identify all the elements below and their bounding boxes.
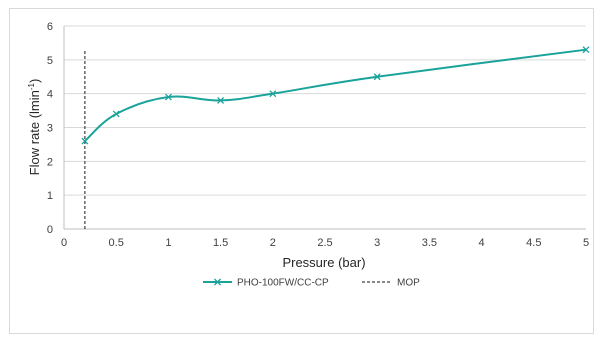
x-tick-label: 2 (270, 237, 276, 249)
x-tick-label: 1.5 (213, 237, 228, 249)
x-tick-label: 4 (479, 237, 485, 249)
data-point-marker (582, 46, 590, 54)
data-point-marker (81, 137, 89, 145)
x-tick-label: 0 (61, 237, 67, 249)
data-point-marker (373, 73, 381, 81)
data-point-marker (112, 110, 120, 118)
x-tick-label: 5 (583, 237, 589, 249)
series-lines (84, 48, 587, 142)
gridlines (64, 25, 586, 196)
series-markers (81, 46, 590, 145)
y-axis-title-end: ) (27, 79, 42, 83)
y-axis-title-main: Flow rate (lmin (27, 90, 42, 175)
y-tick-label: 2 (47, 156, 53, 168)
y-axis-title: Flow rate (lmin-1) (27, 79, 42, 176)
y-tick-label: 3 (47, 123, 53, 135)
x-tick-label: 2.5 (317, 237, 332, 249)
axes (63, 26, 586, 230)
legend-mop-label: MOP (397, 278, 420, 289)
data-point-marker (269, 90, 277, 98)
legend-series-label: PHO-100FW/CC-CP (237, 278, 329, 289)
x-axis-title: Pressure (bar) (282, 255, 365, 270)
legend-x-marker (214, 278, 221, 286)
x-tick-label: 3 (374, 237, 380, 249)
x-tick-label: 3.5 (422, 237, 437, 249)
y-tick-label: 0 (47, 224, 53, 236)
data-point-marker (217, 96, 225, 104)
y-tick-label: 1 (47, 190, 53, 202)
x-tick-label: 0.5 (109, 237, 124, 249)
chart-frame (9, 8, 594, 334)
legend-series-marker-icon (214, 278, 221, 286)
x-tick-label: 1 (165, 237, 171, 249)
y-tick-label: 5 (47, 55, 53, 67)
y-tick-label: 6 (47, 21, 53, 33)
data-point-marker (164, 93, 172, 101)
y-tick-label: 4 (47, 89, 53, 101)
y-axis-title-sup: -1 (27, 82, 36, 90)
x-tick-labels: 0 0.5 1 1.5 2 2.5 3 3.5 4 4.5 5 (61, 237, 589, 249)
y-tick-labels: 0 1 2 3 4 5 6 (47, 21, 53, 236)
series-line-0 (84, 48, 587, 142)
legend: PHO-100FW/CC-CP MOP (203, 278, 420, 289)
x-tick-label: 4.5 (526, 237, 541, 249)
